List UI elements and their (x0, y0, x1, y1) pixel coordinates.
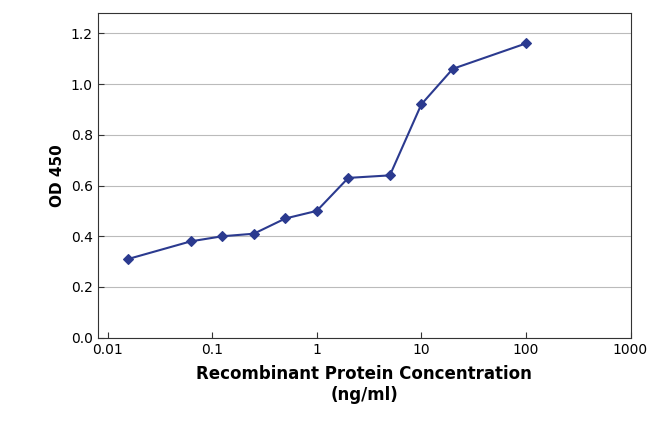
X-axis label: Recombinant Protein Concentration
(ng/ml): Recombinant Protein Concentration (ng/ml… (196, 365, 532, 404)
Y-axis label: OD 450: OD 450 (50, 144, 65, 207)
